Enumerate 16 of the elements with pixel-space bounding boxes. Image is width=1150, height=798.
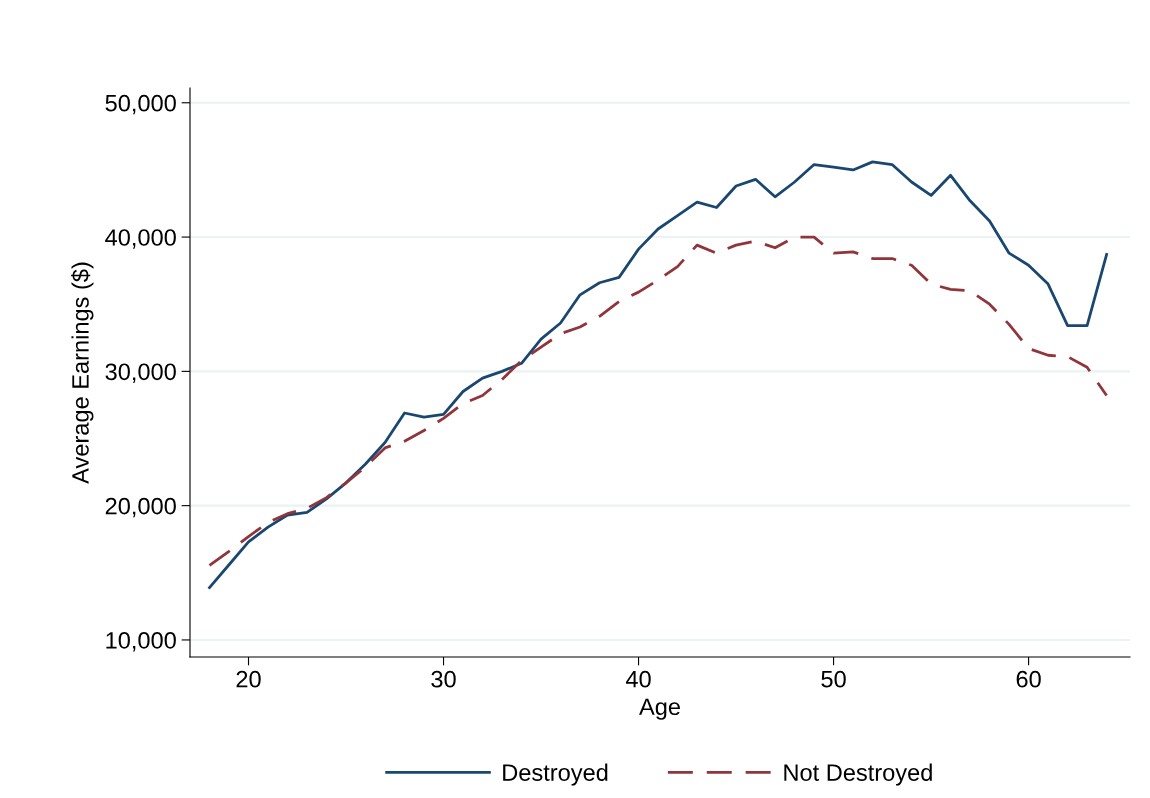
x-tick-label: 30 [431, 670, 456, 688]
y-tick-label: 20,000 [105, 497, 176, 518]
y-tick-label: 30,000 [105, 363, 176, 383]
legend-label: Destroyed [503, 763, 608, 786]
y-axis-title: Average Earnings ($) [71, 262, 94, 484]
x-tick-label: 50 [821, 670, 846, 688]
x-axis-title: Age [639, 698, 680, 720]
y-tick-label: 50,000 [105, 94, 176, 115]
x-tick-label: 60 [1016, 670, 1041, 688]
legend-label: Not Destroyed [784, 763, 932, 786]
y-tick-label: 40,000 [105, 229, 176, 249]
line-series [208, 160, 1108, 589]
x-tick-label: 20 [236, 670, 261, 688]
x-tick-label: 40 [625, 670, 651, 688]
line-series [208, 235, 1108, 567]
y-tick-label: 10,000 [106, 632, 176, 652]
